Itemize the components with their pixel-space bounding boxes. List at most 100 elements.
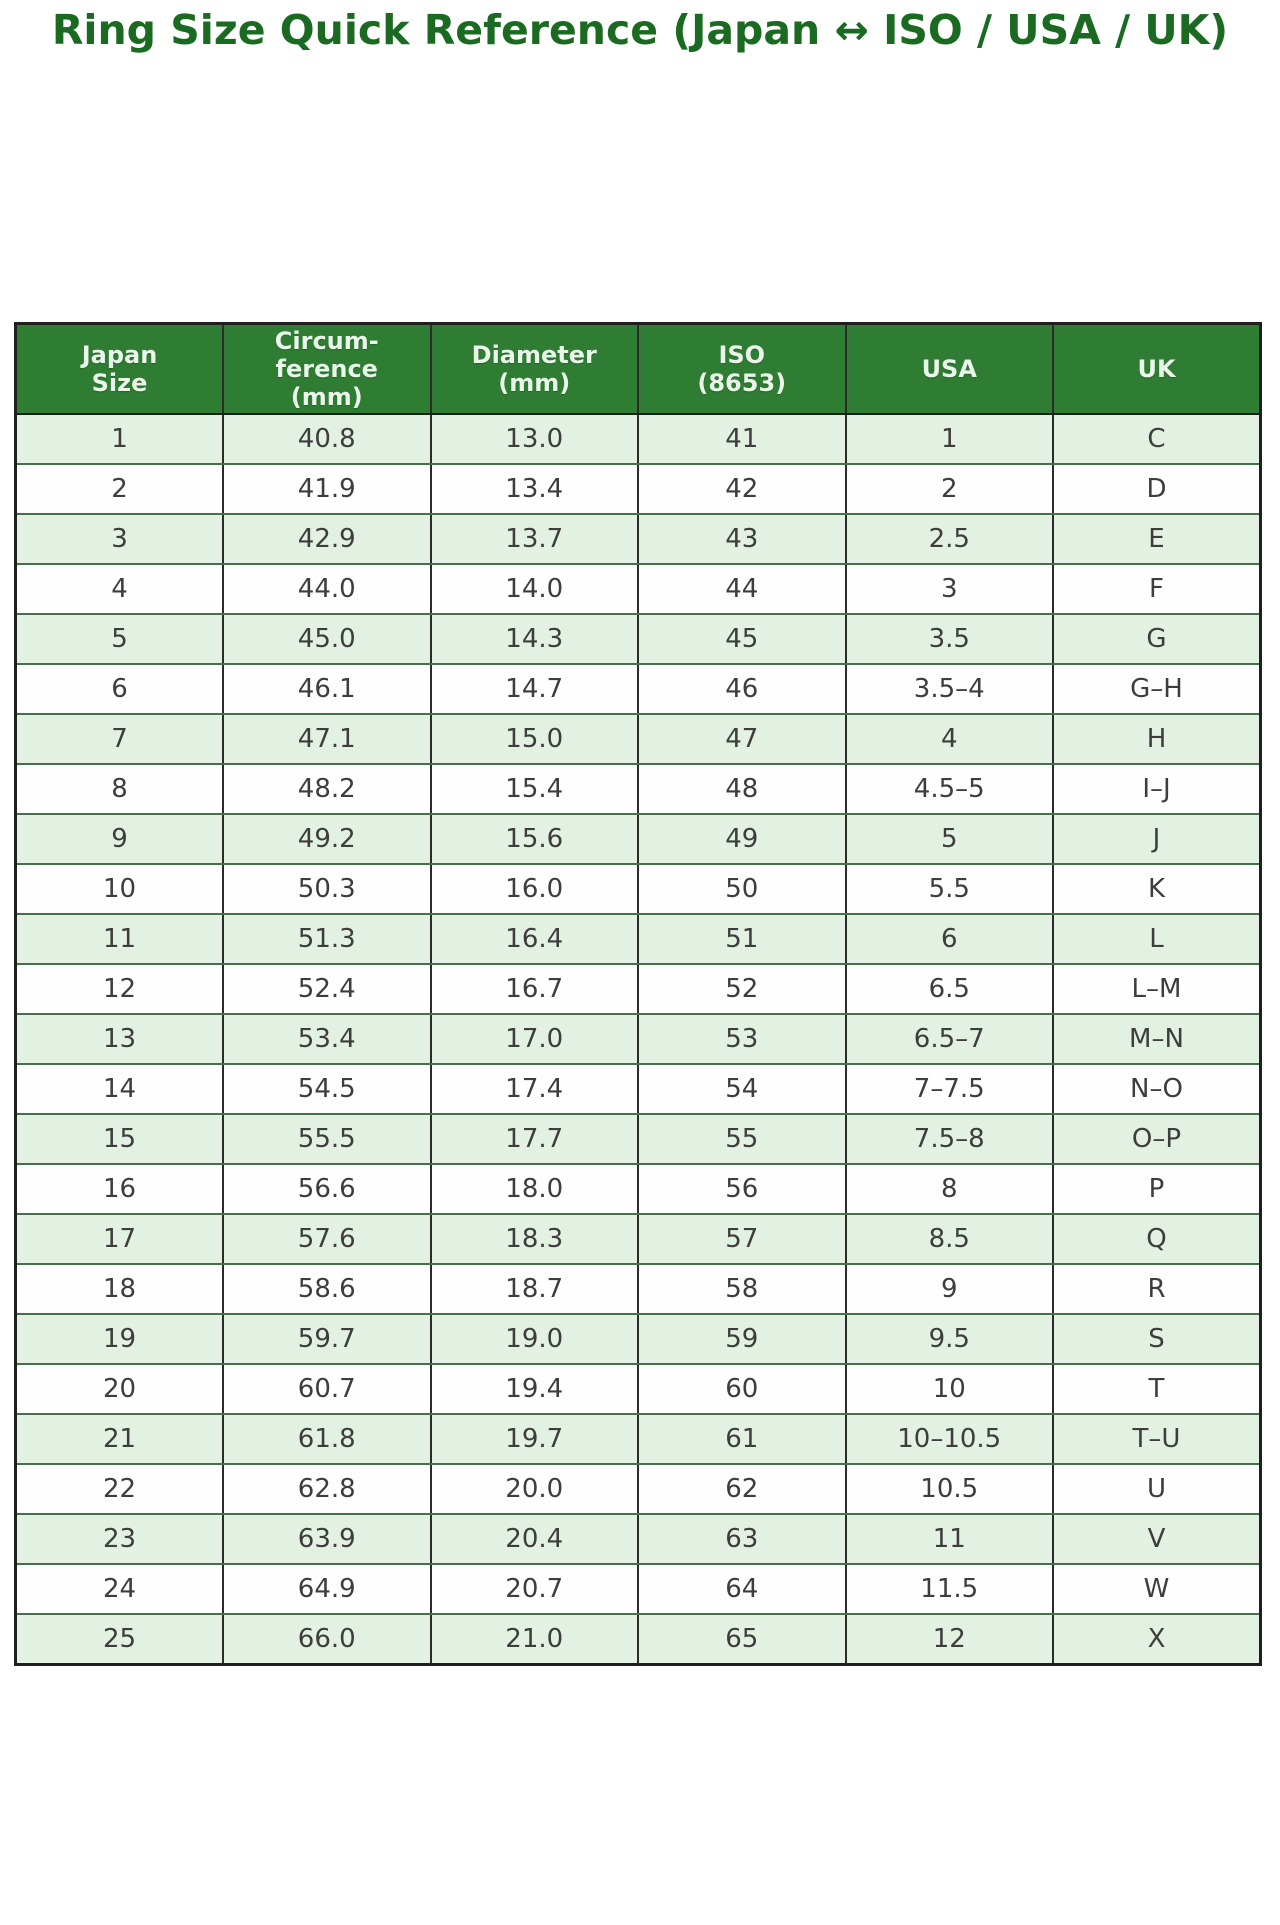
cell: 62	[637, 1463, 847, 1515]
cell: 9	[844, 1263, 1054, 1315]
cell: 18	[14, 1263, 224, 1315]
cell: L	[1052, 913, 1262, 965]
cell: 49	[637, 813, 847, 865]
cell: 17.0	[429, 1013, 639, 1065]
cell: 19.4	[429, 1363, 639, 1415]
cell: 56.6	[222, 1163, 432, 1215]
cell: 59	[637, 1313, 847, 1365]
cell: 7	[14, 713, 224, 765]
cell: 61.8	[222, 1413, 432, 1465]
cell: 5.5	[844, 863, 1054, 915]
table-row: 19 59.7 19.0 59 9.5 S	[14, 1313, 1262, 1365]
cell: H	[1052, 713, 1262, 765]
cell: 19.7	[429, 1413, 639, 1465]
cell: 17.4	[429, 1063, 639, 1115]
cell: C	[1052, 413, 1262, 465]
cell: 17.7	[429, 1113, 639, 1165]
cell: 52.4	[222, 963, 432, 1015]
cell: 3	[14, 513, 224, 565]
cell: S	[1052, 1313, 1262, 1365]
cell: 20.0	[429, 1463, 639, 1515]
cell: 51	[637, 913, 847, 965]
cell: L–M	[1052, 963, 1262, 1015]
table-header: Japan Size Circum- ference (mm) Diameter (…	[14, 323, 1262, 415]
cell: I–J	[1052, 763, 1262, 815]
cell: 11	[14, 913, 224, 965]
table-row: 23 63.9 20.4 63 11 V	[14, 1513, 1262, 1565]
cell: G	[1052, 613, 1262, 665]
table-row: 14 54.5 17.4 54 7–7.5 N–O	[14, 1063, 1262, 1115]
cell: 59.7	[222, 1313, 432, 1365]
cell: 46.1	[222, 663, 432, 715]
cell: 60.7	[222, 1363, 432, 1415]
cell: R	[1052, 1263, 1262, 1315]
cell: 15.6	[429, 813, 639, 865]
table-row: 10 50.3 16.0 50 5.5 K	[14, 863, 1262, 915]
cell: 10.5	[844, 1463, 1054, 1515]
cell: N–O	[1052, 1063, 1262, 1115]
cell: 3	[844, 563, 1054, 615]
cell: 21.0	[429, 1613, 639, 1666]
cell: F	[1052, 563, 1262, 615]
cell: 16	[14, 1163, 224, 1215]
cell: 41	[637, 413, 847, 465]
cell: 8	[844, 1163, 1054, 1215]
cell: 24	[14, 1563, 224, 1615]
cell: 9.5	[844, 1313, 1054, 1365]
cell: 21	[14, 1413, 224, 1465]
cell: 5	[844, 813, 1054, 865]
cell: 6.5–7	[844, 1013, 1054, 1065]
column-header-5: UK	[1052, 323, 1262, 415]
cell: 2	[14, 463, 224, 515]
cell: 7.5–8	[844, 1113, 1054, 1165]
cell: 54	[637, 1063, 847, 1115]
cell: 65	[637, 1613, 847, 1666]
table-body: 1 40.8 13.0 41 1 C 2 41.9 13.4 42 2 D 3 42.9 13.7 43 2.5…	[14, 413, 1262, 1666]
cell: 13.0	[429, 413, 639, 465]
cell: V	[1052, 1513, 1262, 1565]
table-row: 17 57.6 18.3 57 8.5 Q	[14, 1213, 1262, 1265]
cell: 19.0	[429, 1313, 639, 1365]
cell: 20	[14, 1363, 224, 1415]
cell: 14	[14, 1063, 224, 1115]
table-row: 12 52.4 16.7 52 6.5 L–M	[14, 963, 1262, 1015]
cell: 4	[14, 563, 224, 615]
table-row: 6 46.1 14.7 46 3.5–4 G–H	[14, 663, 1262, 715]
cell: 53.4	[222, 1013, 432, 1065]
table-row: 16 56.6 18.0 56 8 P	[14, 1163, 1262, 1215]
cell: 20.4	[429, 1513, 639, 1565]
cell: 10	[844, 1363, 1054, 1415]
cell: 16.7	[429, 963, 639, 1015]
cell: W	[1052, 1563, 1262, 1615]
table-row: 8 48.2 15.4 48 4.5–5 I–J	[14, 763, 1262, 815]
cell: J	[1052, 813, 1262, 865]
cell: 8.5	[844, 1213, 1054, 1265]
cell: 63.9	[222, 1513, 432, 1565]
cell: 8	[14, 763, 224, 815]
header-row: Japan Size Circum- ference (mm) Diameter (…	[14, 323, 1262, 415]
cell: 14.0	[429, 563, 639, 615]
cell: 22	[14, 1463, 224, 1515]
cell: 42.9	[222, 513, 432, 565]
cell: 41.9	[222, 463, 432, 515]
cell: 6.5	[844, 963, 1054, 1015]
cell: 17	[14, 1213, 224, 1265]
table-row: 2 41.9 13.4 42 2 D	[14, 463, 1262, 515]
cell: 18.7	[429, 1263, 639, 1315]
cell: 15.0	[429, 713, 639, 765]
cell: 44.0	[222, 563, 432, 615]
cell: 18.3	[429, 1213, 639, 1265]
cell: T–U	[1052, 1413, 1262, 1465]
cell: 56	[637, 1163, 847, 1215]
cell: 45	[637, 613, 847, 665]
cell: P	[1052, 1163, 1262, 1215]
cell: 51.3	[222, 913, 432, 965]
cell: 9	[14, 813, 224, 865]
cell: 15	[14, 1113, 224, 1165]
cell: 6	[844, 913, 1054, 965]
cell: 50.3	[222, 863, 432, 915]
cell: 13	[14, 1013, 224, 1065]
cell: 57.6	[222, 1213, 432, 1265]
cell: 58.6	[222, 1263, 432, 1315]
